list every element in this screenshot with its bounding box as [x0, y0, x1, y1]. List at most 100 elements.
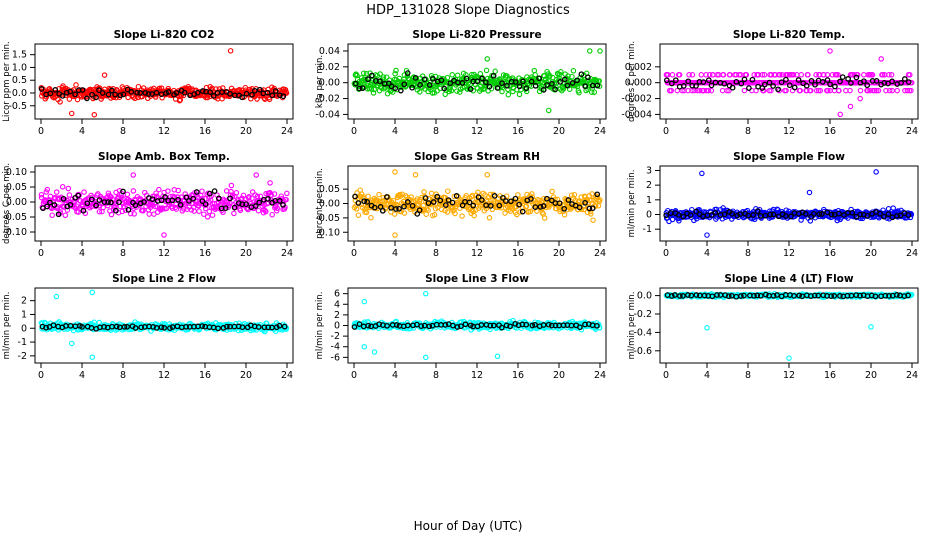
data-point-outlier: [878, 56, 884, 62]
mean-point: [725, 293, 732, 300]
data-point-outlier: [704, 232, 710, 238]
data-point: [886, 72, 892, 78]
data-point: [393, 67, 399, 74]
mean-point: [561, 205, 568, 212]
mean-point: [169, 197, 176, 204]
y-tick-label: 6: [334, 289, 340, 300]
mean-point: [392, 85, 399, 92]
x-tick-label: 8: [745, 370, 751, 381]
mean-point: [377, 78, 383, 85]
data-point: [669, 72, 676, 78]
y-axis-label: degrees C per min.: [627, 41, 637, 122]
mean-point: [762, 291, 769, 298]
mean-point: [594, 82, 601, 89]
x-tick-label: 0: [663, 370, 669, 381]
mean-point: [507, 323, 513, 330]
mean-point: [791, 84, 798, 91]
data-point: [53, 189, 60, 195]
mean-point: [832, 83, 838, 90]
data-point: [283, 196, 289, 203]
mean-point: [503, 322, 510, 329]
x-tick-label: 20: [240, 370, 252, 381]
mean-point: [877, 210, 883, 217]
data-point: [527, 208, 534, 215]
mean-point: [576, 204, 583, 211]
data-point: [282, 86, 289, 93]
mean-point: [396, 205, 402, 212]
data-point: [668, 87, 675, 94]
y-tick-label: 0.05: [319, 184, 340, 195]
x-tick-label: 16: [199, 126, 211, 137]
mean-point: [738, 293, 744, 299]
data-point: [355, 212, 362, 218]
y-tick-label: -6: [331, 352, 340, 363]
data-point: [768, 87, 774, 94]
y-tick-label: 3: [646, 165, 652, 176]
x-tick-label: 8: [433, 248, 439, 259]
data-point: [380, 74, 387, 80]
mean-point: [523, 85, 530, 92]
mean-point: [51, 202, 58, 208]
data-point: [175, 187, 181, 194]
mean-point: [589, 205, 596, 212]
mean-point: [540, 87, 547, 93]
mean-point: [352, 80, 359, 87]
data-point: [676, 218, 682, 224]
y-tick-label: -0.002: [621, 94, 652, 105]
data-point-outlier: [873, 169, 879, 175]
data-point: [596, 78, 602, 84]
y-tick-label: 1.0: [12, 62, 27, 73]
mean-point: [52, 87, 59, 93]
mean-point: [795, 77, 802, 83]
x-tick-label: 20: [553, 248, 565, 259]
mean-point: [498, 324, 505, 331]
mean-point: [67, 201, 74, 208]
data-point: [517, 209, 523, 215]
mean-point: [359, 85, 366, 92]
data-point: [706, 72, 713, 78]
data-point: [240, 192, 247, 199]
mean-point: [113, 323, 120, 330]
data-point: [865, 87, 871, 94]
mean-point: [194, 89, 201, 96]
mean-point: [663, 212, 670, 219]
data-point: [278, 193, 285, 199]
x-tick-label: 12: [783, 126, 795, 137]
data-point: [875, 87, 882, 94]
y-tick-label: 0.002: [625, 62, 652, 73]
x-tick-label: 24: [906, 126, 918, 137]
mean-point: [105, 199, 111, 205]
y-axis-label: ml/min per min.: [627, 292, 637, 360]
mean-point: [138, 324, 145, 331]
data-point: [908, 291, 915, 298]
mean-point: [750, 212, 757, 218]
panel-title: Slope Li-820 Temp.: [733, 29, 845, 41]
mean-point: [770, 292, 777, 299]
y-tick-label: -0.2: [633, 309, 652, 320]
mean-point: [401, 81, 408, 88]
data-point: [130, 188, 137, 194]
mean-point: [467, 86, 474, 92]
data-point: [557, 71, 563, 78]
data-point: [49, 212, 55, 218]
mean-point: [701, 292, 708, 299]
mean-point: [120, 91, 127, 98]
mean-point: [737, 211, 743, 218]
mean-point: [158, 197, 165, 204]
x-tick-label: 16: [824, 126, 836, 137]
data-point: [857, 95, 863, 102]
mean-point: [733, 78, 740, 85]
mean-point: [693, 83, 699, 89]
x-tick-label: 12: [158, 370, 170, 381]
data-point-outlier: [412, 172, 419, 178]
mean-point: [441, 85, 448, 92]
mean-point: [249, 91, 255, 98]
data-point-outlier: [827, 48, 833, 54]
x-tick-label: 8: [433, 370, 439, 381]
data-point: [558, 69, 564, 75]
data-point: [223, 188, 230, 194]
mean-point: [487, 322, 494, 329]
